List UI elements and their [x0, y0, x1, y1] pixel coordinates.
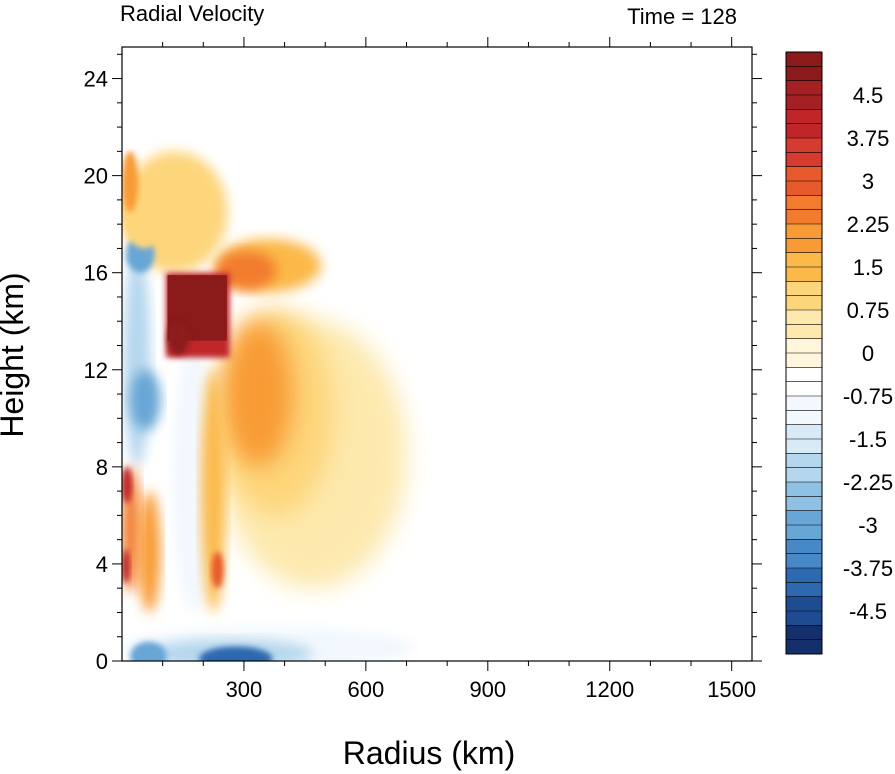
inner-outflow-dot: [211, 551, 224, 589]
y-tick-label: 16: [84, 261, 108, 286]
colorbar-label: -0.75: [843, 384, 893, 409]
colorbar-segment: [786, 539, 822, 555]
colorbar-label: 1.5: [853, 255, 884, 280]
colorbar-segment: [786, 95, 822, 110]
colorbar-segment: [786, 238, 822, 254]
colorbar-segment: [786, 66, 822, 82]
colorbar-segment: [786, 324, 822, 340]
colorbar-segment: [786, 353, 822, 368]
colorbar-label: -3: [858, 513, 878, 538]
colorbar-label: -3.75: [843, 556, 893, 581]
colorbar-segment: [786, 209, 822, 225]
inflow-layer-strong2: [130, 641, 167, 661]
inflow-layer-strong: [199, 646, 273, 661]
x-axis-label: Radius (km): [343, 735, 515, 771]
colorbar-segment: [786, 525, 822, 540]
colorbar-segment: [786, 310, 822, 325]
colorbar-label: 0: [862, 341, 874, 366]
colorbar-segment: [786, 510, 822, 526]
colorbar-label: -4.5: [849, 599, 887, 624]
colorbar-segment: [786, 295, 822, 311]
eyewall-outflow-dot: [122, 466, 133, 504]
colorbar-segment: [786, 639, 822, 655]
colorbar-segment: [786, 625, 822, 641]
upper-outflow-plume-core: [215, 250, 277, 290]
y-tick-label: 4: [96, 552, 108, 577]
colorbar: [785, 51, 823, 655]
colorbar-label: 2.25: [847, 212, 890, 237]
colorbar-segment: [786, 424, 822, 440]
x-tick-label: 900: [469, 677, 506, 702]
y-tick-labels: 0 4 8 12 16 20 24: [84, 67, 108, 674]
outflow-core-lobe: [167, 321, 190, 356]
upper-thin-strips2: [122, 151, 139, 213]
y-tick-label: 0: [96, 649, 108, 674]
colorbar-label: 0.75: [847, 298, 890, 323]
colorbar-segment: [786, 410, 822, 426]
y-axis-label: Height (km): [0, 272, 30, 437]
colorbar-label: 4.5: [853, 83, 884, 108]
colorbar-segment: [786, 453, 822, 469]
chart-title-right: Time = 128: [627, 4, 737, 29]
y-tick-label: 24: [84, 67, 108, 92]
colorbar-segment: [786, 381, 822, 397]
colorbar-segment: [786, 439, 822, 454]
colorbar-label: -1.5: [849, 427, 887, 452]
velocity-field: [122, 151, 415, 661]
colorbar-segment: [786, 52, 822, 67]
x-tick-labels: 300 600 900 1200 1500: [226, 677, 757, 702]
eyewall-outflow-low2: [138, 491, 161, 613]
colorbar-segment: [786, 123, 822, 139]
colorbar-label: -2.25: [843, 470, 893, 495]
colorbar-labels: 4.5 3.75 3 2.25 1.5 0.75 0 -0.75 -1.5 -2.25 -3 -3.7…: [843, 83, 893, 624]
colorbar-segment: [786, 252, 822, 268]
colorbar-segment: [786, 396, 822, 411]
colorbar-segment: [786, 596, 822, 612]
colorbar-segment: [786, 281, 822, 297]
colorbar-segment: [786, 109, 822, 125]
x-tick-label: 600: [348, 677, 385, 702]
colorbar-segment: [786, 267, 822, 282]
colorbar-segment: [786, 166, 822, 182]
axis-ticks: [112, 37, 762, 671]
colorbar-segment: [786, 138, 822, 153]
x-tick-label: 1200: [585, 677, 634, 702]
colorbar-label: 3: [862, 169, 874, 194]
y-tick-label: 12: [84, 358, 108, 383]
colorbar-segment: [786, 496, 822, 512]
inner-outflow-strip: [201, 369, 226, 613]
colorbar-frame: [785, 51, 823, 655]
colorbar-segment: [786, 181, 822, 196]
eyewall-inflow-core: [130, 369, 161, 431]
y-tick-label: 8: [96, 455, 108, 480]
eyewall-outflow-dot2: [122, 549, 131, 584]
colorbar-segment: [786, 568, 822, 583]
colorbar-segment: [786, 582, 822, 598]
colorbar-segment: [786, 553, 822, 569]
chart-title-left: Radial Velocity: [120, 1, 264, 26]
colorbar-segment: [786, 611, 822, 626]
colorbar-segment: [786, 467, 822, 483]
colorbar-segment: [786, 367, 822, 383]
colorbar-segment: [786, 338, 822, 354]
colorbar-segment: [786, 482, 822, 497]
colorbar-segment: [786, 195, 822, 211]
plot-frame: [121, 46, 753, 662]
colorbar-segment: [786, 152, 822, 168]
x-tick-label: 1500: [707, 677, 756, 702]
x-tick-label: 300: [226, 677, 263, 702]
y-tick-label: 20: [84, 164, 108, 189]
colorbar-label: 3.75: [847, 126, 890, 151]
eyewall-inflow-mid: [124, 248, 151, 467]
anvil-mid: [223, 321, 293, 467]
colorbar-segment: [786, 224, 822, 239]
colorbar-segment: [786, 80, 822, 96]
